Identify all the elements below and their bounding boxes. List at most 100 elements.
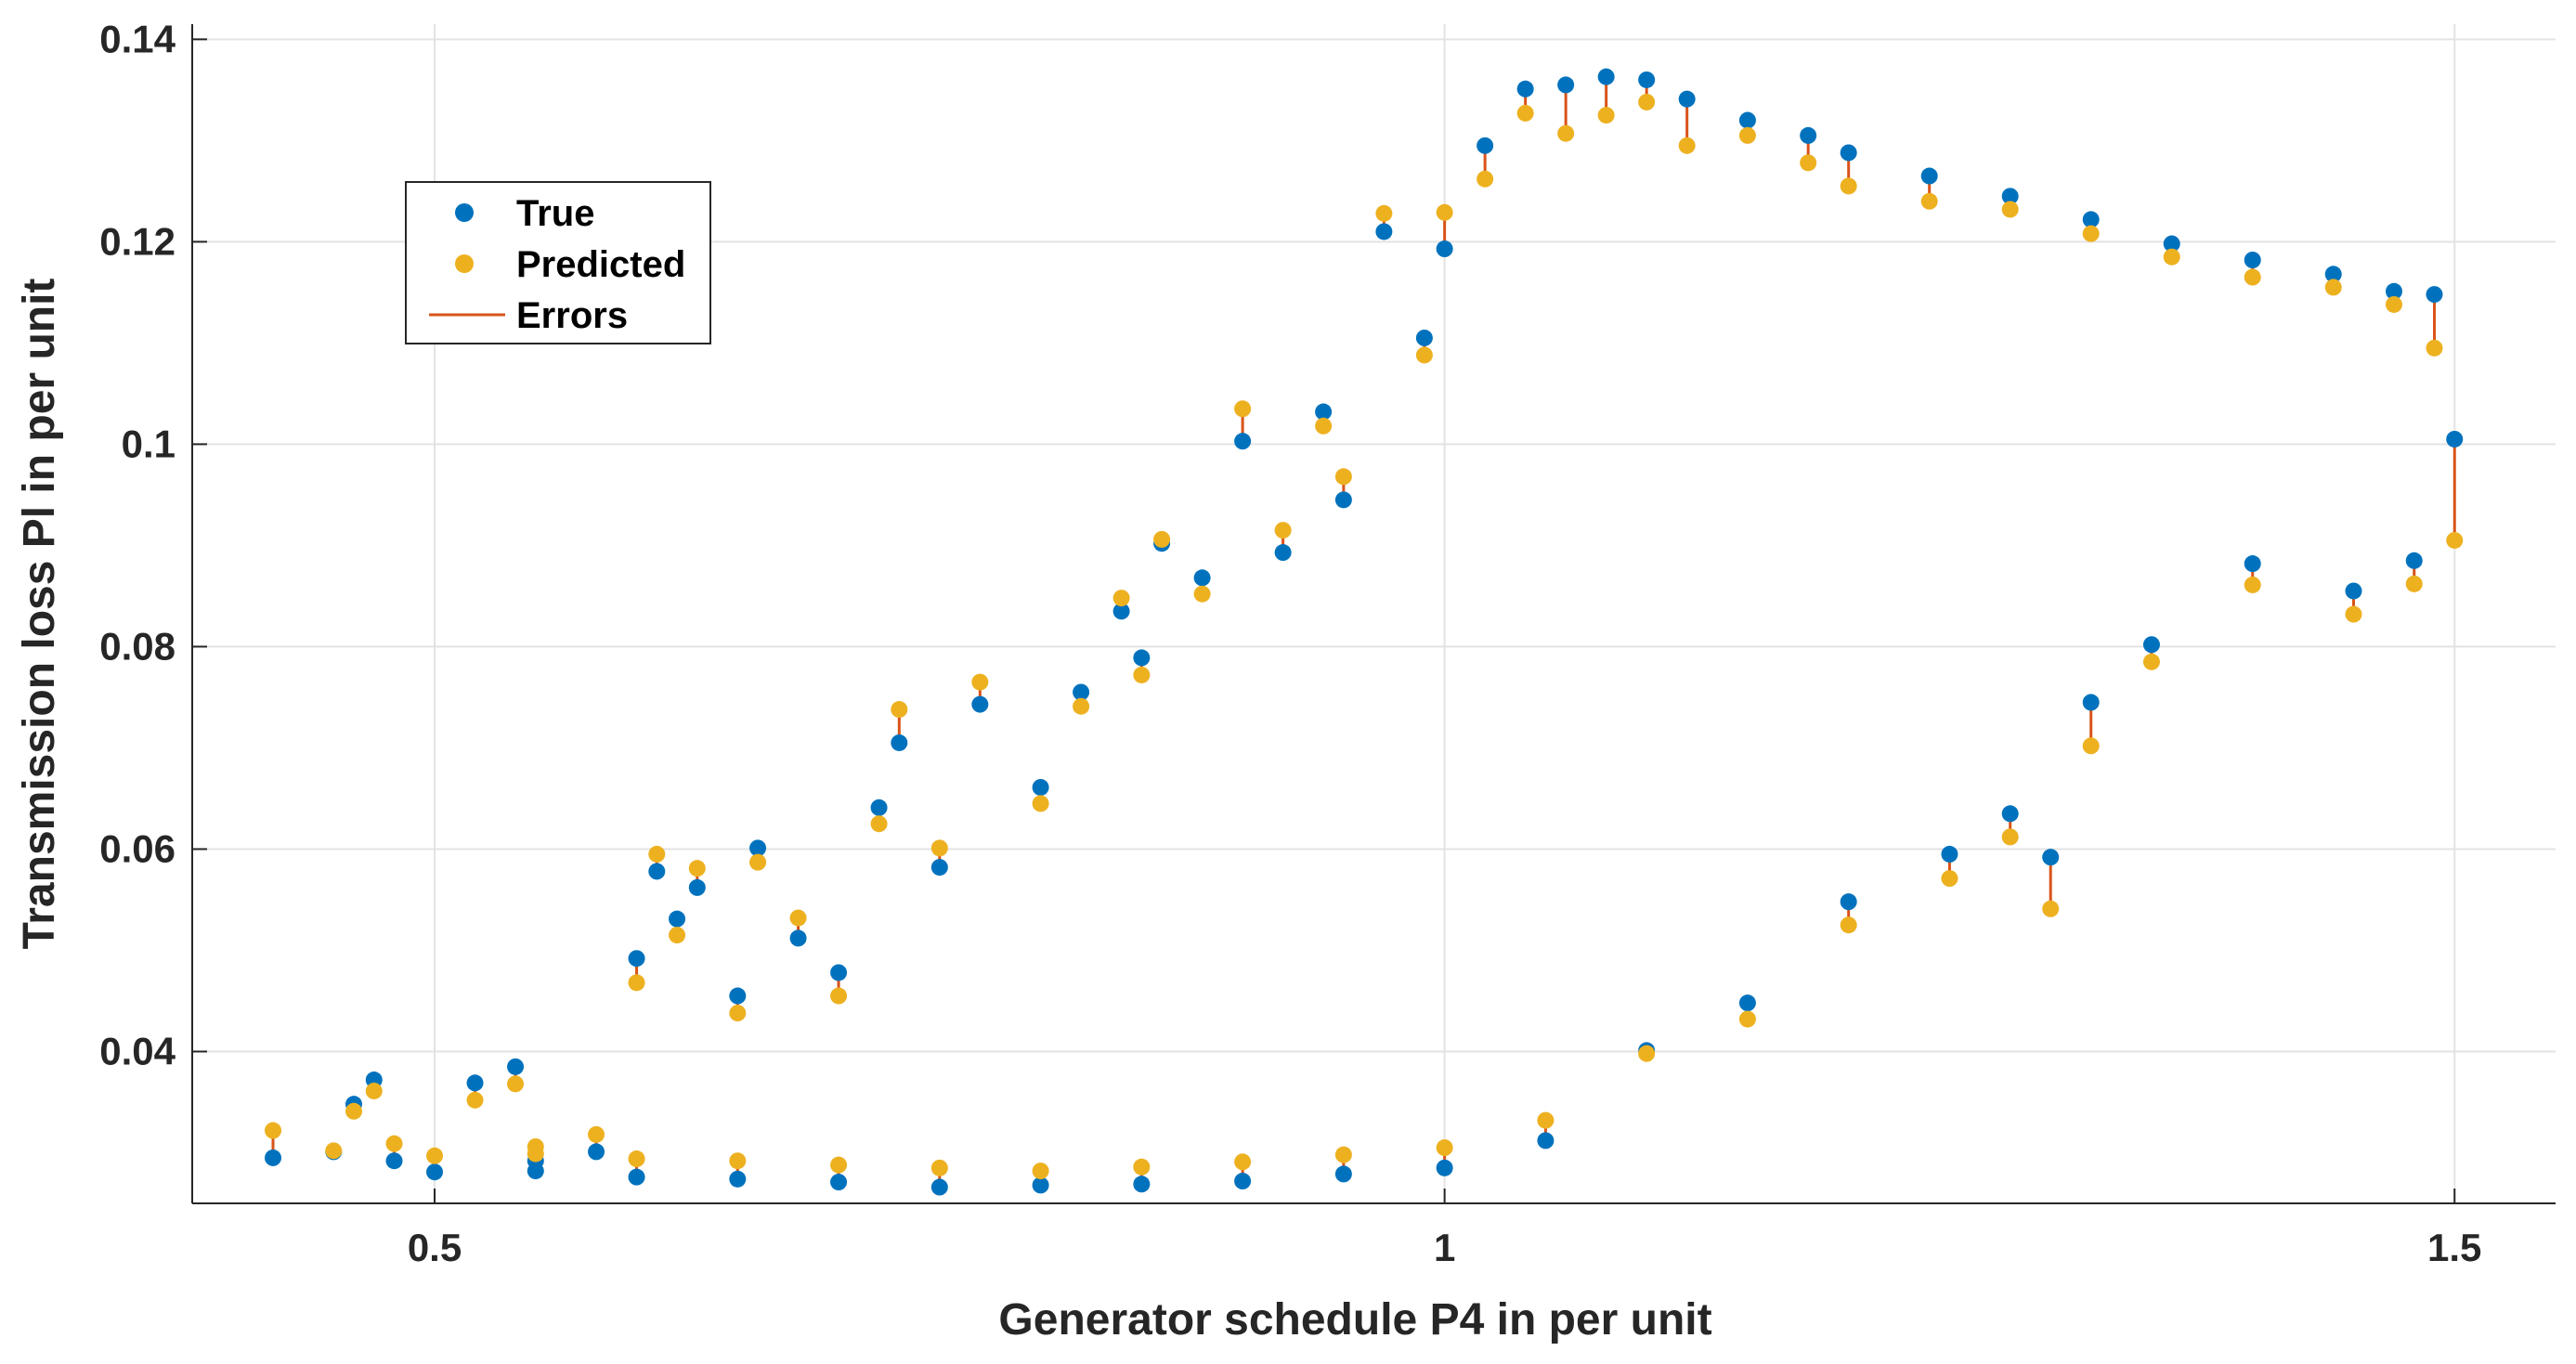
predicted-point xyxy=(1112,590,1130,607)
predicted-point xyxy=(2082,737,2100,755)
predicted-point xyxy=(789,909,807,927)
true-point xyxy=(971,695,989,713)
true-point xyxy=(385,1152,403,1170)
predicted-point xyxy=(2244,576,2261,593)
true-point xyxy=(1638,71,1656,88)
predicted-point xyxy=(527,1145,544,1163)
predicted-point xyxy=(1638,1045,1656,1062)
predicted-point xyxy=(2142,653,2160,670)
true-point xyxy=(628,950,645,968)
predicted-point xyxy=(1537,1111,1555,1129)
predicted-point xyxy=(1738,126,1756,144)
x-tick-label: 0.5 xyxy=(408,1226,462,1269)
predicted-point xyxy=(1516,104,1534,122)
predicted-point xyxy=(265,1122,282,1139)
predicted-point xyxy=(749,853,767,871)
true-point xyxy=(1234,433,1252,450)
legend-predicted-label: Predicted xyxy=(516,244,685,285)
true-point xyxy=(789,929,807,947)
predicted-point xyxy=(507,1075,525,1093)
true-point xyxy=(2426,286,2443,304)
y-tick-label: 0.08 xyxy=(99,624,176,668)
true-point xyxy=(1537,1132,1555,1150)
true-point xyxy=(830,964,848,981)
true-point xyxy=(1738,111,1756,129)
predicted-point xyxy=(1436,1139,1453,1157)
predicted-point xyxy=(930,839,948,857)
predicted-point xyxy=(2385,295,2402,313)
predicted-point xyxy=(1920,192,1938,210)
predicted-point xyxy=(1234,400,1252,418)
true-point xyxy=(729,1170,747,1188)
true-point xyxy=(1415,329,1433,346)
predicted-point xyxy=(1274,522,1292,539)
predicted-point xyxy=(325,1142,343,1160)
true-point xyxy=(1920,167,1938,185)
predicted-point xyxy=(1193,585,1211,603)
true-point xyxy=(1274,544,1292,562)
true-point xyxy=(1032,778,1049,796)
true-point xyxy=(2082,211,2100,228)
legend-true-marker xyxy=(455,203,474,222)
predicted-point xyxy=(2001,828,2019,846)
predicted-point xyxy=(2001,201,2019,218)
true-point xyxy=(1375,223,1393,240)
true-series xyxy=(265,68,2464,1196)
x-axis-title: Generator schedule P4 in per unit xyxy=(998,1295,1711,1345)
predicted-point xyxy=(669,927,686,944)
true-point xyxy=(1738,994,1756,1012)
true-point xyxy=(2163,235,2180,253)
predicted-point xyxy=(345,1102,363,1120)
predicted-point xyxy=(2244,268,2261,286)
predicted-point xyxy=(2042,900,2060,917)
true-point xyxy=(2042,849,2060,866)
y-axis-title: Transmission loss Pl in per unit xyxy=(15,279,64,950)
true-point xyxy=(1032,1176,1049,1194)
y-tick-label: 0.04 xyxy=(99,1029,176,1072)
predicted-point xyxy=(648,845,666,863)
predicted-point xyxy=(588,1125,605,1143)
true-point xyxy=(2405,552,2423,569)
predicted-point xyxy=(1133,666,1151,683)
true-point xyxy=(1334,1165,1352,1183)
predicted-point xyxy=(1800,154,1817,172)
true-point xyxy=(265,1149,282,1166)
predicted-point xyxy=(1477,170,1494,188)
true-point xyxy=(1840,144,1857,162)
predicted-point xyxy=(1415,346,1433,364)
true-point xyxy=(1133,1176,1151,1193)
predicted-point xyxy=(1234,1153,1252,1171)
predicted-point xyxy=(365,1082,383,1099)
true-point xyxy=(466,1074,484,1092)
legend-true-label: True xyxy=(516,193,594,234)
predicted-point xyxy=(2163,248,2180,266)
predicted-point xyxy=(1375,204,1393,222)
y-tick-label: 0.06 xyxy=(99,826,176,870)
predicted-point xyxy=(1073,697,1090,715)
true-point xyxy=(1436,240,1453,258)
predicted-point xyxy=(1941,870,1958,888)
y-tick-label: 0.1 xyxy=(122,422,176,465)
axes: 0.5 1 1.5 0.04 0.06 0.08 0.1 0.12 0.14 xyxy=(99,17,2556,1269)
predicted-series xyxy=(265,93,2464,1180)
true-point xyxy=(729,987,747,1005)
true-point xyxy=(1315,403,1333,421)
true-point xyxy=(930,859,948,877)
predicted-point xyxy=(1678,136,1696,154)
true-point xyxy=(426,1163,444,1181)
true-point xyxy=(1840,893,1857,911)
predicted-point xyxy=(2426,339,2443,357)
true-point xyxy=(2324,266,2342,283)
predicted-point xyxy=(1334,468,1352,486)
predicted-point xyxy=(1032,1163,1049,1180)
true-point xyxy=(588,1143,605,1161)
predicted-point xyxy=(1597,107,1615,124)
true-point xyxy=(2142,636,2160,654)
legend-predicted-marker xyxy=(455,254,474,273)
true-point xyxy=(1133,649,1151,667)
predicted-point xyxy=(971,673,989,691)
true-point xyxy=(527,1163,544,1180)
predicted-point xyxy=(1315,417,1333,435)
true-point xyxy=(2001,805,2019,823)
